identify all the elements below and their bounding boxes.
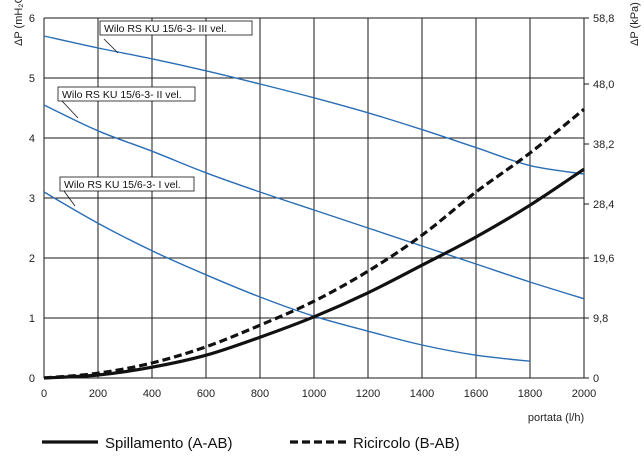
series-line-1 (43, 167, 585, 380)
y-axis-right-title: ΔP (kPa) (629, 2, 641, 46)
series-line-2 (43, 107, 586, 380)
legend-label-ricircolo: Ricircolo (B-AB) (353, 435, 460, 452)
x-tick-label: 400 (143, 388, 161, 400)
curve-label-box (99, 20, 253, 36)
curve-label-box (59, 176, 195, 192)
y-tick-label-left: 6 (29, 13, 35, 25)
curve-label-text: Wilo RS KU 15/6-3- II vel. (62, 89, 182, 101)
curve-label-leader (63, 190, 76, 207)
y-tick-label-right: 0 (593, 373, 599, 385)
curve-label-box (57, 86, 196, 102)
y-axis-left-title: ΔP (mH₂O) (13, 0, 25, 46)
y-tick-label-right: 58,8 (593, 13, 614, 25)
x-tick-label: 1200 (356, 388, 380, 400)
x-tick-label: 600 (197, 388, 215, 400)
x-tick-label: 1800 (518, 388, 542, 400)
curve-label-leader (103, 38, 119, 54)
grid (43, 17, 589, 379)
y-tick-label-left: 3 (29, 193, 35, 205)
x-axis-title: portata (l/h) (528, 412, 584, 424)
x-tick-label: 2000 (572, 388, 596, 400)
curve-label-1: Wilo RS KU 15/6-3- III vel. (99, 20, 253, 54)
y-tick-label-left: 4 (29, 133, 35, 145)
y-tick-label-right: 19,6 (593, 253, 614, 265)
x-tick-label: 0 (41, 388, 47, 400)
curves (43, 35, 586, 380)
y-tick-label-left: 5 (29, 73, 35, 85)
pump-curve-line-1 (43, 35, 585, 175)
curve-labels: Wilo RS KU 15/6-3- III vel. Wilo RS KU 15… (57, 20, 253, 207)
x-tick-label: 200 (89, 388, 107, 400)
curve-label-3: Wilo RS KU 15/6-3- I vel. (59, 176, 195, 207)
x-tick-label: 1000 (302, 388, 326, 400)
y-tick-label-right: 28,4 (593, 199, 614, 211)
curve-label-text: Wilo RS KU 15/6-3- III vel. (104, 23, 227, 35)
y-tick-label-left: 1 (29, 313, 35, 325)
curve-label-2: Wilo RS KU 15/6-3- II vel. (57, 86, 196, 119)
curve-label-text: Wilo RS KU 15/6-3- I vel. (64, 179, 181, 191)
legend: Spillamento (A-AB) Ricircolo (B-AB) (42, 435, 460, 452)
legend-label-spillamento: Spillamento (A-AB) (105, 435, 233, 452)
curve-label-leader (61, 100, 79, 119)
y-tick-label-right: 38,2 (593, 139, 614, 151)
y-tick-label-right: 9,8 (593, 313, 608, 325)
pump-curve-line-2 (43, 104, 585, 300)
tick-labels: 0 200 400 600 800 1000 1200 1400 1600 1800 2000 0 1 2… (29, 13, 615, 400)
x-tick-label: 1400 (410, 388, 434, 400)
y-tick-label-left: 0 (29, 373, 35, 385)
y-tick-label-right: 48,0 (593, 79, 614, 91)
y-tick-label-left: 2 (29, 253, 35, 265)
x-tick-label: 800 (251, 388, 269, 400)
x-tick-label: 1600 (464, 388, 488, 400)
pump-curve-line-3 (43, 191, 531, 362)
